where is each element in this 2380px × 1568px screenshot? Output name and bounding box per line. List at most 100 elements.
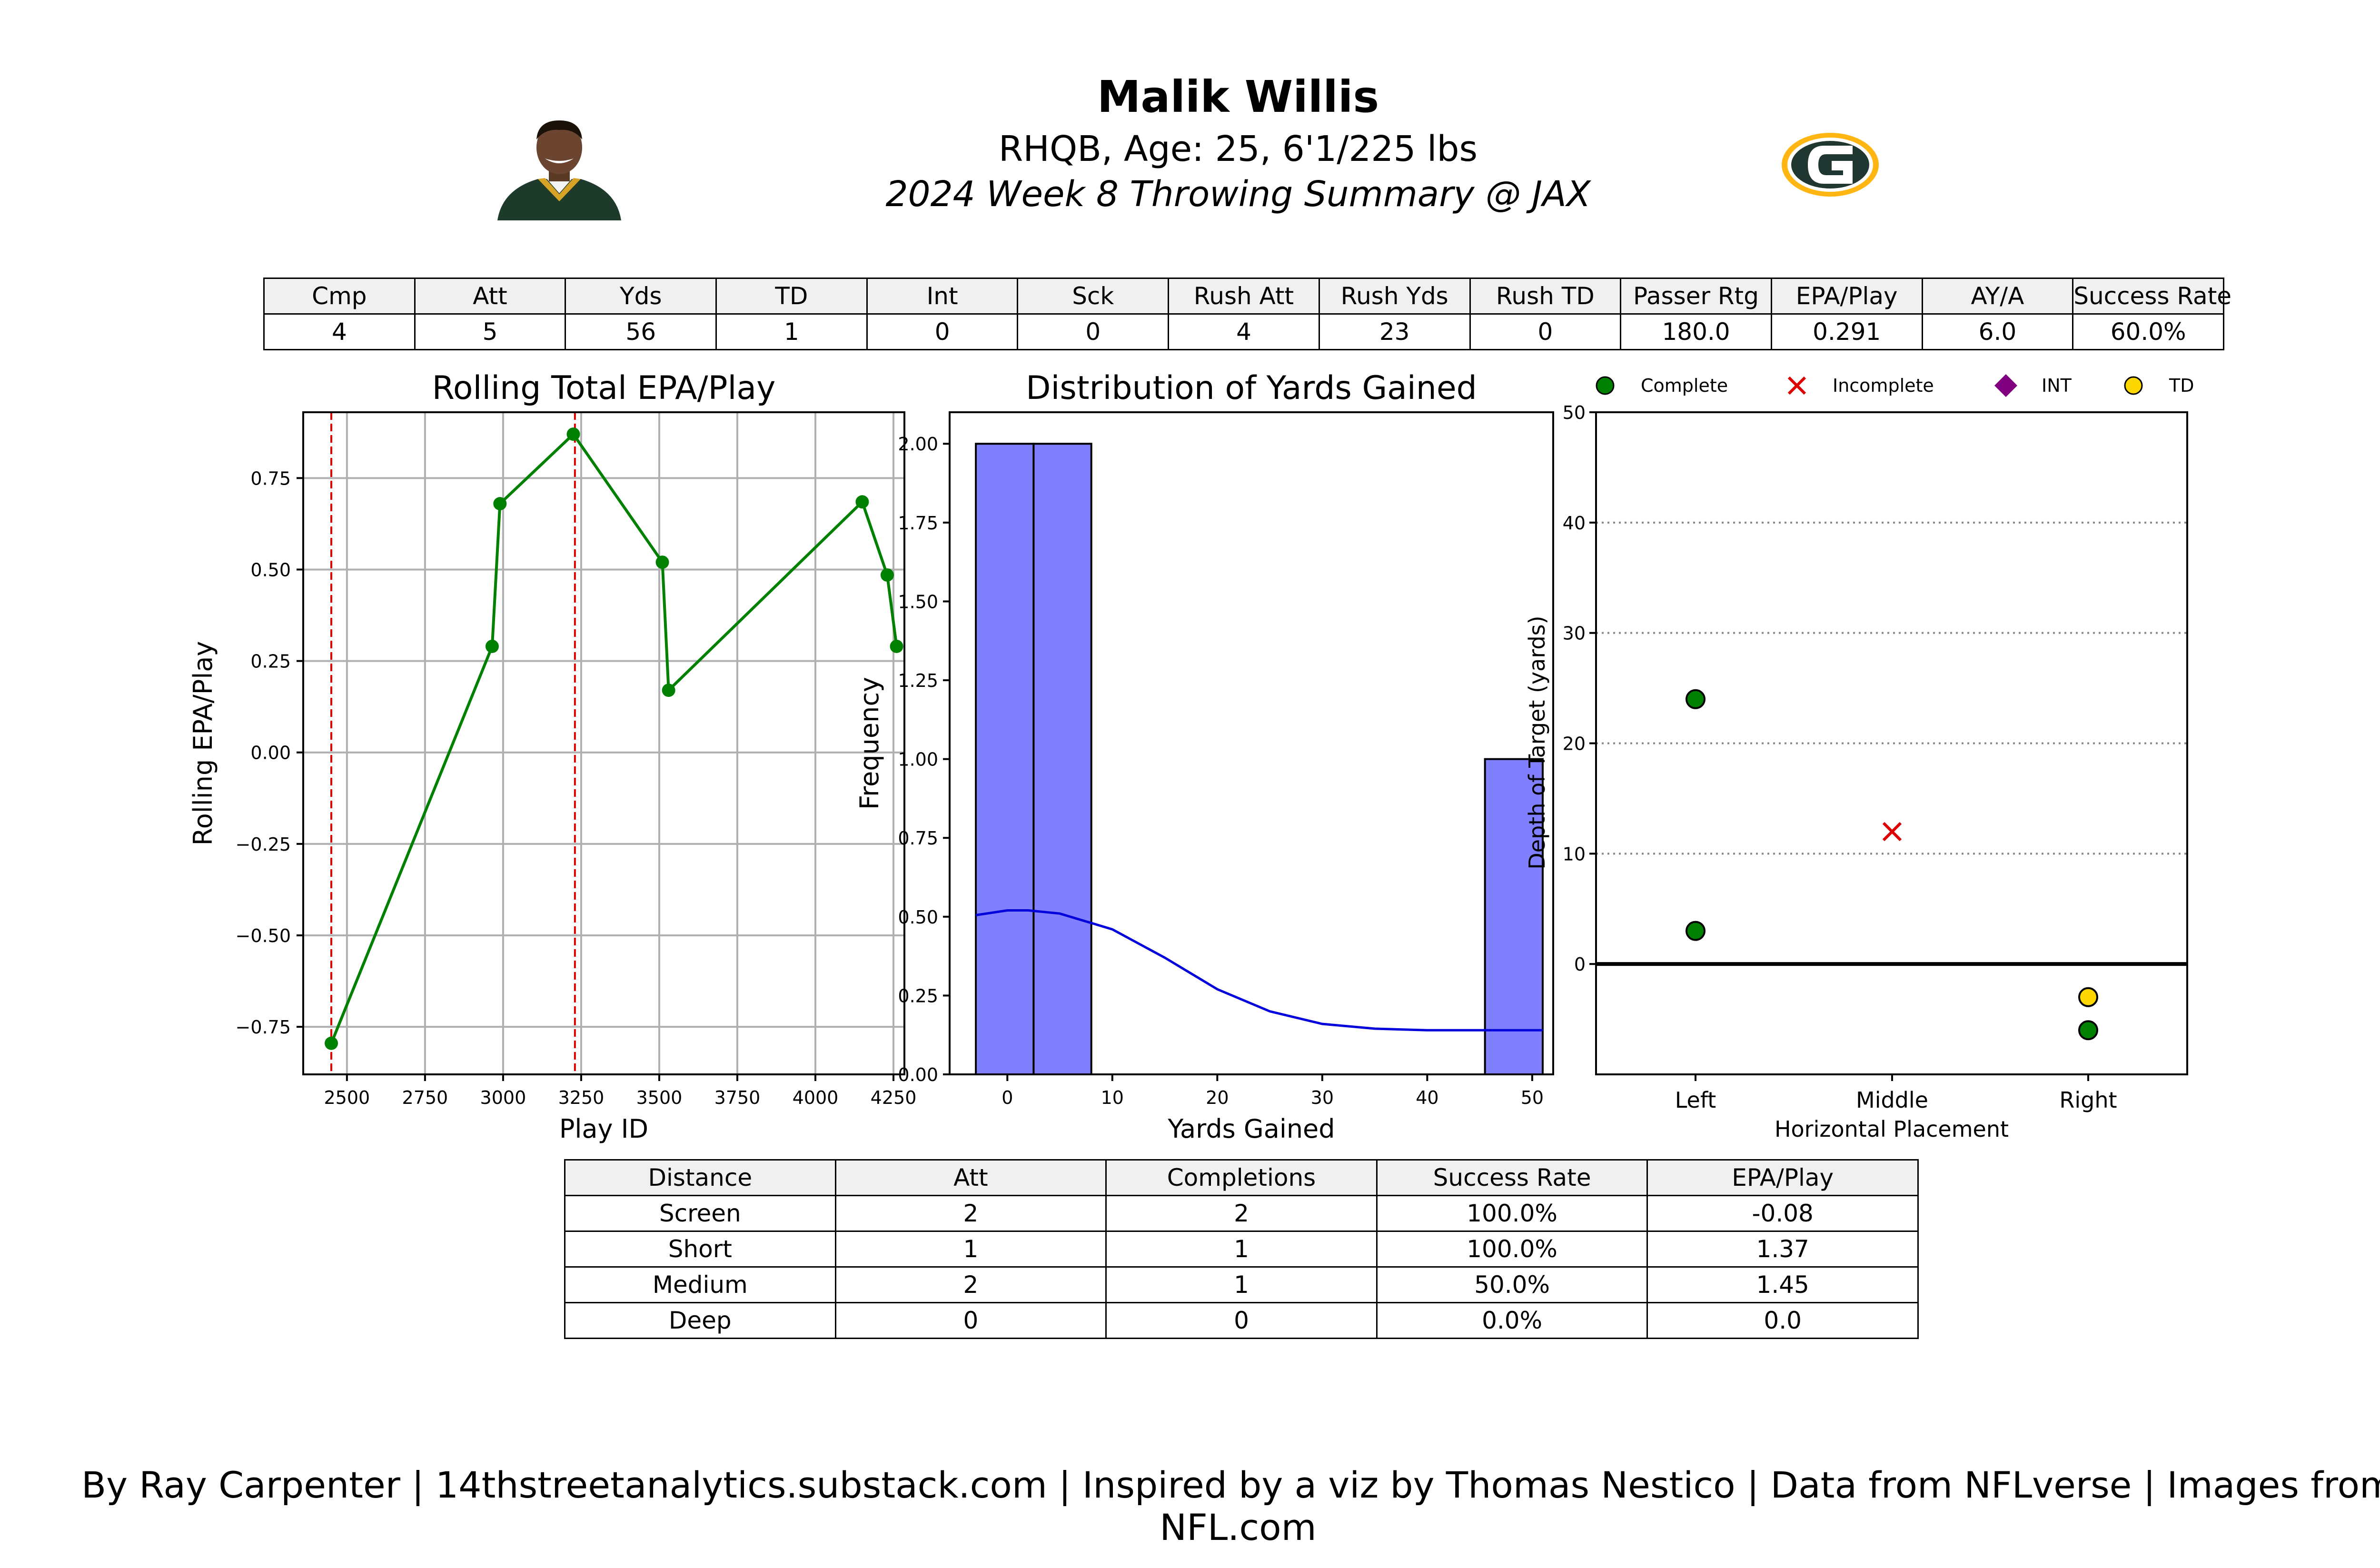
line-chart-title: Rolling Total EPA/Play xyxy=(432,369,776,407)
histogram-bar xyxy=(975,443,1035,1076)
distance-cell: 0 xyxy=(1105,1302,1378,1339)
stats-header-cell: Rush TD xyxy=(1469,278,1622,315)
line-chart-xtick-label: 3500 xyxy=(636,1087,683,1108)
stats-header-cell: Att xyxy=(414,278,566,315)
scatter-point-complete xyxy=(1686,689,1706,709)
distance-cell: 1 xyxy=(1105,1231,1378,1268)
stats-value-cell: 60.0% xyxy=(2072,313,2224,350)
line-chart-point xyxy=(662,684,675,697)
histogram-ytick-label: 1.00 xyxy=(898,749,938,770)
stats-header-cell: EPA/Play xyxy=(1770,278,1923,315)
stats-header-cell: Success Rate xyxy=(2072,278,2231,315)
footer-credits: By Ray Carpenter | 14thstreetanalytics.s… xyxy=(81,1464,2380,1548)
histogram-ytick-label: 0.25 xyxy=(898,985,938,1006)
distance-cell: 1.45 xyxy=(1646,1266,1919,1303)
distance-row: Medium 2 1 50.0% 1.45 xyxy=(564,1266,1919,1303)
line-chart-point xyxy=(890,639,903,653)
histogram-ylabel: Frequency xyxy=(854,677,884,810)
scatter-frame xyxy=(1595,411,2188,1075)
stats-header-cell: Sck xyxy=(1017,278,1170,315)
distance-cell: 100.0% xyxy=(1376,1231,1648,1268)
scatter-ylabel: Depth of Target (yards) xyxy=(1524,615,1550,869)
scatter-point-incomplete xyxy=(1882,822,1902,842)
game-summary: 2024 Week 8 Throwing Summary @ JAX xyxy=(885,174,1591,215)
distance-row: Screen 2 2 100.0% -0.08 xyxy=(564,1195,1919,1232)
distance-row: Short 1 1 100.0% 1.37 xyxy=(564,1231,1919,1268)
stats-value-cell: 0 xyxy=(1469,313,1622,350)
histogram-bar xyxy=(1484,758,1544,1075)
player-name: Malik Willis xyxy=(1097,71,1379,122)
stats-header-cell: Passer Rtg xyxy=(1620,278,1772,315)
line-chart-frame xyxy=(302,411,905,1075)
histogram-xtick-label: 10 xyxy=(1101,1087,1124,1108)
line-chart-xtick-label: 3750 xyxy=(714,1087,761,1108)
histogram-ytick-label: 1.50 xyxy=(898,591,938,612)
histogram-ytick-label: 1.25 xyxy=(898,670,938,691)
line-chart-ytick-label: 0.00 xyxy=(250,743,291,764)
distance-cell: 2 xyxy=(834,1195,1107,1232)
histogram-xlabel: Yards Gained xyxy=(1167,1114,1335,1144)
legend-marker-td xyxy=(2124,376,2143,395)
line-chart-ytick-label: −0.25 xyxy=(236,834,291,855)
player-info: RHQB, Age: 25, 6'1/225 lbs xyxy=(998,129,1478,169)
distance-table: Distance Att Completions Success Rate EP… xyxy=(564,1159,1919,1339)
scatter-ytick-label: 0 xyxy=(1574,954,1586,975)
line-chart-xtick-label: 3000 xyxy=(480,1087,526,1108)
stats-value-row: 4 5 56 1 0 0 4 23 0 180.0 0.291 6.0 60.0… xyxy=(263,313,2224,350)
stats-value-cell: 56 xyxy=(565,313,717,350)
distance-header-cell: Att xyxy=(834,1159,1107,1196)
histogram-title: Distribution of Yards Gained xyxy=(1026,369,1477,407)
distance-header-cell: Success Rate xyxy=(1376,1159,1648,1196)
histogram-bar xyxy=(1032,443,1092,1076)
legend-label: Complete xyxy=(1641,375,1728,396)
distance-cell: 50.0% xyxy=(1376,1266,1648,1303)
line-chart-point xyxy=(493,497,507,511)
scatter-point-complete xyxy=(2078,1020,2098,1041)
legend-label: Incomplete xyxy=(1833,375,1934,396)
line-chart-ytick-label: 0.25 xyxy=(250,651,291,672)
line-chart-xtick-label: 2500 xyxy=(324,1087,370,1108)
histogram-xtick-label: 0 xyxy=(1002,1087,1013,1108)
line-chart-xtick-label: 4000 xyxy=(793,1087,839,1108)
distance-cell: 1 xyxy=(1105,1266,1378,1303)
scatter-xlabel: Horizontal Placement xyxy=(1775,1116,2009,1142)
scatter-ytick-label: 20 xyxy=(1563,734,1586,754)
distance-cell: -0.08 xyxy=(1646,1195,1919,1232)
stats-header-cell: Cmp xyxy=(263,278,416,315)
scatter-point-complete xyxy=(1686,921,1706,941)
line-chart-point xyxy=(880,568,894,582)
distance-row: Deep 0 0 0.0% 0.0 xyxy=(564,1302,1919,1339)
distance-cell: Medium xyxy=(564,1266,836,1303)
histogram-ytick-label: 2.00 xyxy=(898,434,938,455)
legend-marker-int xyxy=(1994,374,2017,397)
line-chart-ytick-label: 0.50 xyxy=(250,559,291,580)
line-chart-ytick-label: 0.75 xyxy=(250,468,291,489)
scatter-ytick-label: 40 xyxy=(1563,513,1586,534)
distance-cell: Deep xyxy=(564,1302,836,1339)
scatter-xtick-label: Middle xyxy=(1856,1087,1928,1113)
line-chart-point xyxy=(325,1036,338,1050)
stats-value-cell: 4 xyxy=(1168,313,1320,350)
histogram-frame xyxy=(949,411,1554,1075)
distance-cell: 0.0 xyxy=(1646,1302,1919,1339)
line-chart-series xyxy=(330,432,898,1044)
distance-cell: 0.0% xyxy=(1376,1302,1648,1339)
stats-value-cell: 5 xyxy=(414,313,566,350)
distance-cell: 1 xyxy=(834,1231,1107,1268)
stats-value-cell: 1 xyxy=(715,313,868,350)
distance-cell: 1.37 xyxy=(1646,1231,1919,1268)
scatter-ytick-label: 10 xyxy=(1563,844,1586,864)
distance-cell: Screen xyxy=(564,1195,836,1232)
stats-table: Cmp Att Yds TD Int Sck Rush Att Rush Yds… xyxy=(263,278,2231,350)
legend-marker-complete xyxy=(1596,376,1615,395)
histogram-ytick-label: 1.75 xyxy=(898,513,938,534)
line-chart-ytick-label: −0.50 xyxy=(236,925,291,946)
line-chart-point xyxy=(485,639,499,653)
distance-cell: Short xyxy=(564,1231,836,1268)
distance-header-cell: EPA/Play xyxy=(1646,1159,1919,1196)
stats-value-cell: 0 xyxy=(1017,313,1170,350)
stats-value-cell: 6.0 xyxy=(1921,313,2074,350)
legend-label: INT xyxy=(2042,375,2072,396)
stats-value-cell: 0 xyxy=(866,313,1019,350)
